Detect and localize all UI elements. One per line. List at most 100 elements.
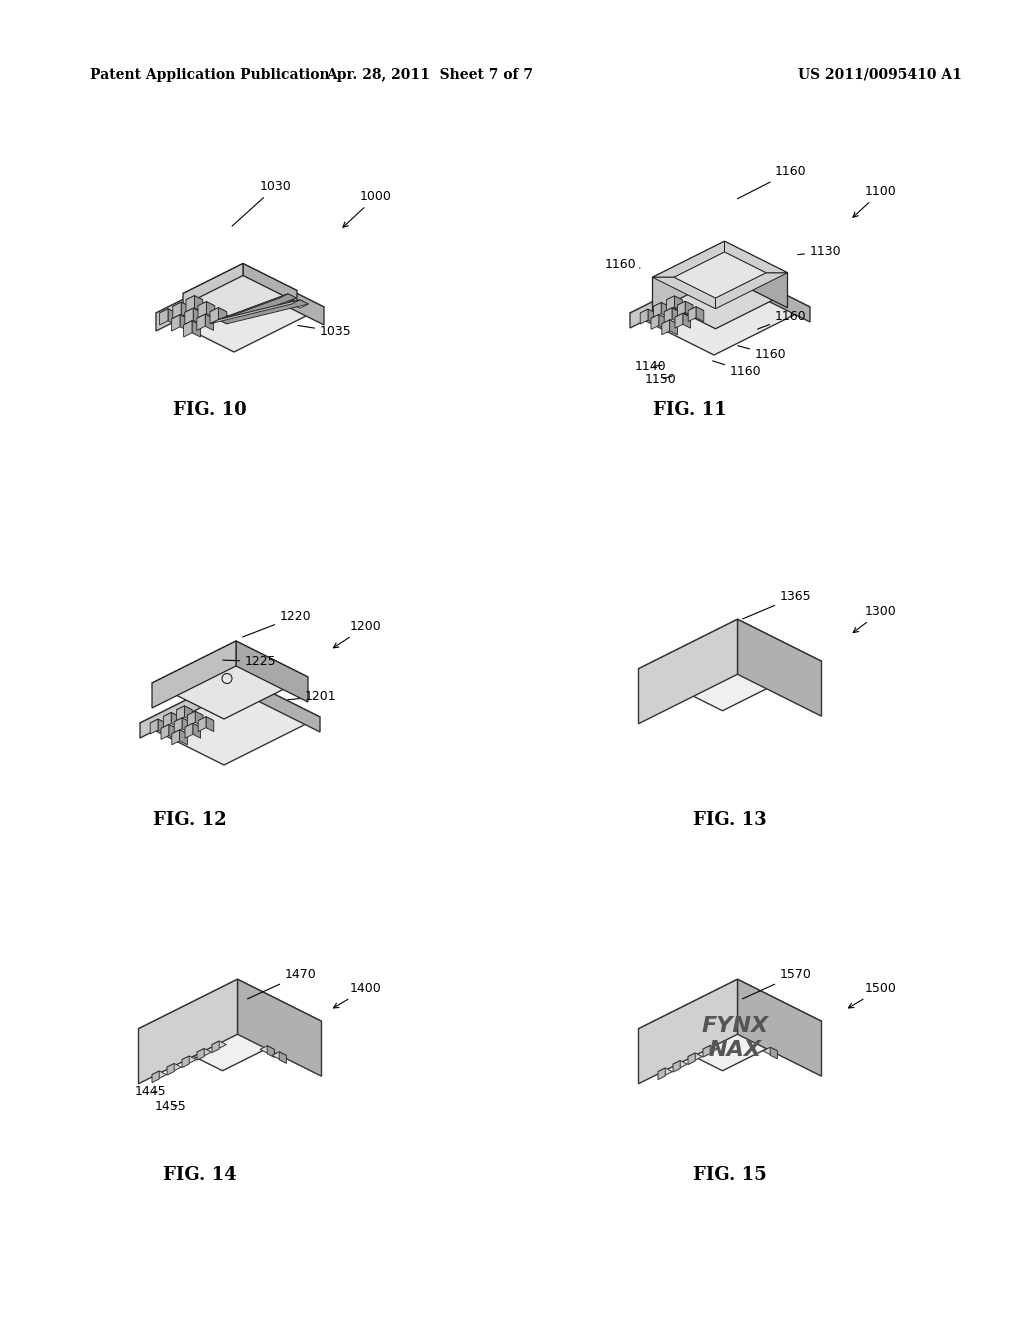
Polygon shape (152, 642, 308, 719)
Polygon shape (725, 242, 787, 308)
Polygon shape (683, 313, 690, 329)
Polygon shape (260, 1045, 274, 1053)
Text: 1140: 1140 (635, 360, 667, 374)
Polygon shape (737, 619, 821, 717)
Polygon shape (236, 642, 308, 702)
Polygon shape (673, 1060, 687, 1068)
Polygon shape (630, 265, 810, 355)
Polygon shape (183, 264, 243, 305)
Polygon shape (280, 1052, 287, 1064)
Polygon shape (210, 300, 300, 323)
Polygon shape (172, 314, 180, 331)
Text: 1100: 1100 (853, 185, 897, 218)
Polygon shape (665, 308, 672, 323)
Text: 1160: 1160 (713, 360, 762, 378)
Polygon shape (675, 313, 683, 329)
Polygon shape (172, 314, 188, 323)
Polygon shape (716, 273, 787, 309)
Polygon shape (183, 264, 297, 321)
Polygon shape (151, 719, 166, 727)
Polygon shape (658, 1068, 673, 1076)
Polygon shape (193, 723, 201, 738)
Text: Patent Application Publication: Patent Application Publication (90, 69, 330, 82)
Text: 1570: 1570 (742, 968, 812, 999)
Polygon shape (152, 1071, 166, 1078)
Text: 1455: 1455 (155, 1100, 186, 1113)
Polygon shape (246, 268, 324, 325)
Polygon shape (172, 730, 187, 738)
Polygon shape (176, 706, 193, 714)
Text: FIG. 13: FIG. 13 (693, 810, 767, 829)
Polygon shape (763, 1047, 777, 1055)
Polygon shape (703, 1045, 711, 1057)
Polygon shape (173, 302, 181, 318)
Polygon shape (164, 713, 179, 721)
Polygon shape (651, 314, 658, 330)
Polygon shape (639, 979, 737, 1084)
Polygon shape (197, 1048, 211, 1056)
Polygon shape (688, 306, 696, 322)
Polygon shape (658, 1068, 666, 1080)
Polygon shape (652, 242, 725, 313)
Text: 1470: 1470 (248, 968, 316, 999)
Polygon shape (199, 717, 214, 725)
Polygon shape (186, 296, 203, 304)
Polygon shape (210, 294, 288, 323)
Polygon shape (210, 308, 218, 323)
Polygon shape (138, 979, 322, 1071)
Text: 1030: 1030 (232, 180, 292, 226)
Text: Apr. 28, 2011  Sheet 7 of 7: Apr. 28, 2011 Sheet 7 of 7 (327, 69, 534, 82)
Polygon shape (685, 301, 693, 317)
Polygon shape (183, 321, 201, 329)
Text: 1000: 1000 (343, 190, 392, 227)
Polygon shape (197, 314, 205, 330)
Polygon shape (653, 302, 669, 310)
Polygon shape (195, 296, 203, 312)
Polygon shape (737, 979, 821, 1076)
Polygon shape (652, 242, 725, 277)
Polygon shape (236, 675, 319, 733)
Polygon shape (187, 711, 203, 719)
Polygon shape (675, 313, 690, 321)
Polygon shape (210, 308, 226, 315)
Text: 1160: 1160 (605, 257, 640, 271)
Polygon shape (194, 308, 202, 325)
Polygon shape (184, 706, 193, 721)
Polygon shape (639, 619, 737, 723)
Text: 1445: 1445 (135, 1085, 167, 1098)
Polygon shape (160, 309, 176, 317)
Polygon shape (176, 706, 184, 721)
Polygon shape (207, 301, 215, 318)
Polygon shape (172, 730, 179, 744)
Text: 1160: 1160 (737, 346, 786, 360)
Polygon shape (186, 296, 195, 312)
Polygon shape (182, 1056, 197, 1063)
Polygon shape (639, 979, 821, 1071)
Polygon shape (199, 717, 206, 731)
Polygon shape (218, 294, 296, 323)
Polygon shape (651, 314, 667, 322)
Polygon shape (218, 300, 308, 323)
Polygon shape (182, 1056, 189, 1068)
Polygon shape (185, 723, 201, 731)
Polygon shape (174, 718, 182, 733)
Text: 1220: 1220 (243, 610, 311, 638)
Text: 1201: 1201 (288, 690, 337, 704)
Text: FIG. 12: FIG. 12 (154, 810, 226, 829)
Polygon shape (688, 1053, 695, 1065)
Polygon shape (703, 1045, 718, 1053)
Polygon shape (670, 319, 678, 335)
Polygon shape (238, 979, 322, 1076)
Polygon shape (182, 718, 189, 733)
Polygon shape (205, 314, 214, 330)
Polygon shape (174, 718, 189, 726)
Polygon shape (726, 265, 810, 322)
Polygon shape (180, 314, 188, 331)
Polygon shape (280, 294, 296, 302)
Polygon shape (138, 979, 238, 1084)
Polygon shape (167, 1064, 181, 1071)
Polygon shape (183, 321, 193, 337)
Text: US 2011/0095410 A1: US 2011/0095410 A1 (798, 69, 962, 82)
Polygon shape (181, 302, 189, 318)
Polygon shape (630, 265, 726, 327)
